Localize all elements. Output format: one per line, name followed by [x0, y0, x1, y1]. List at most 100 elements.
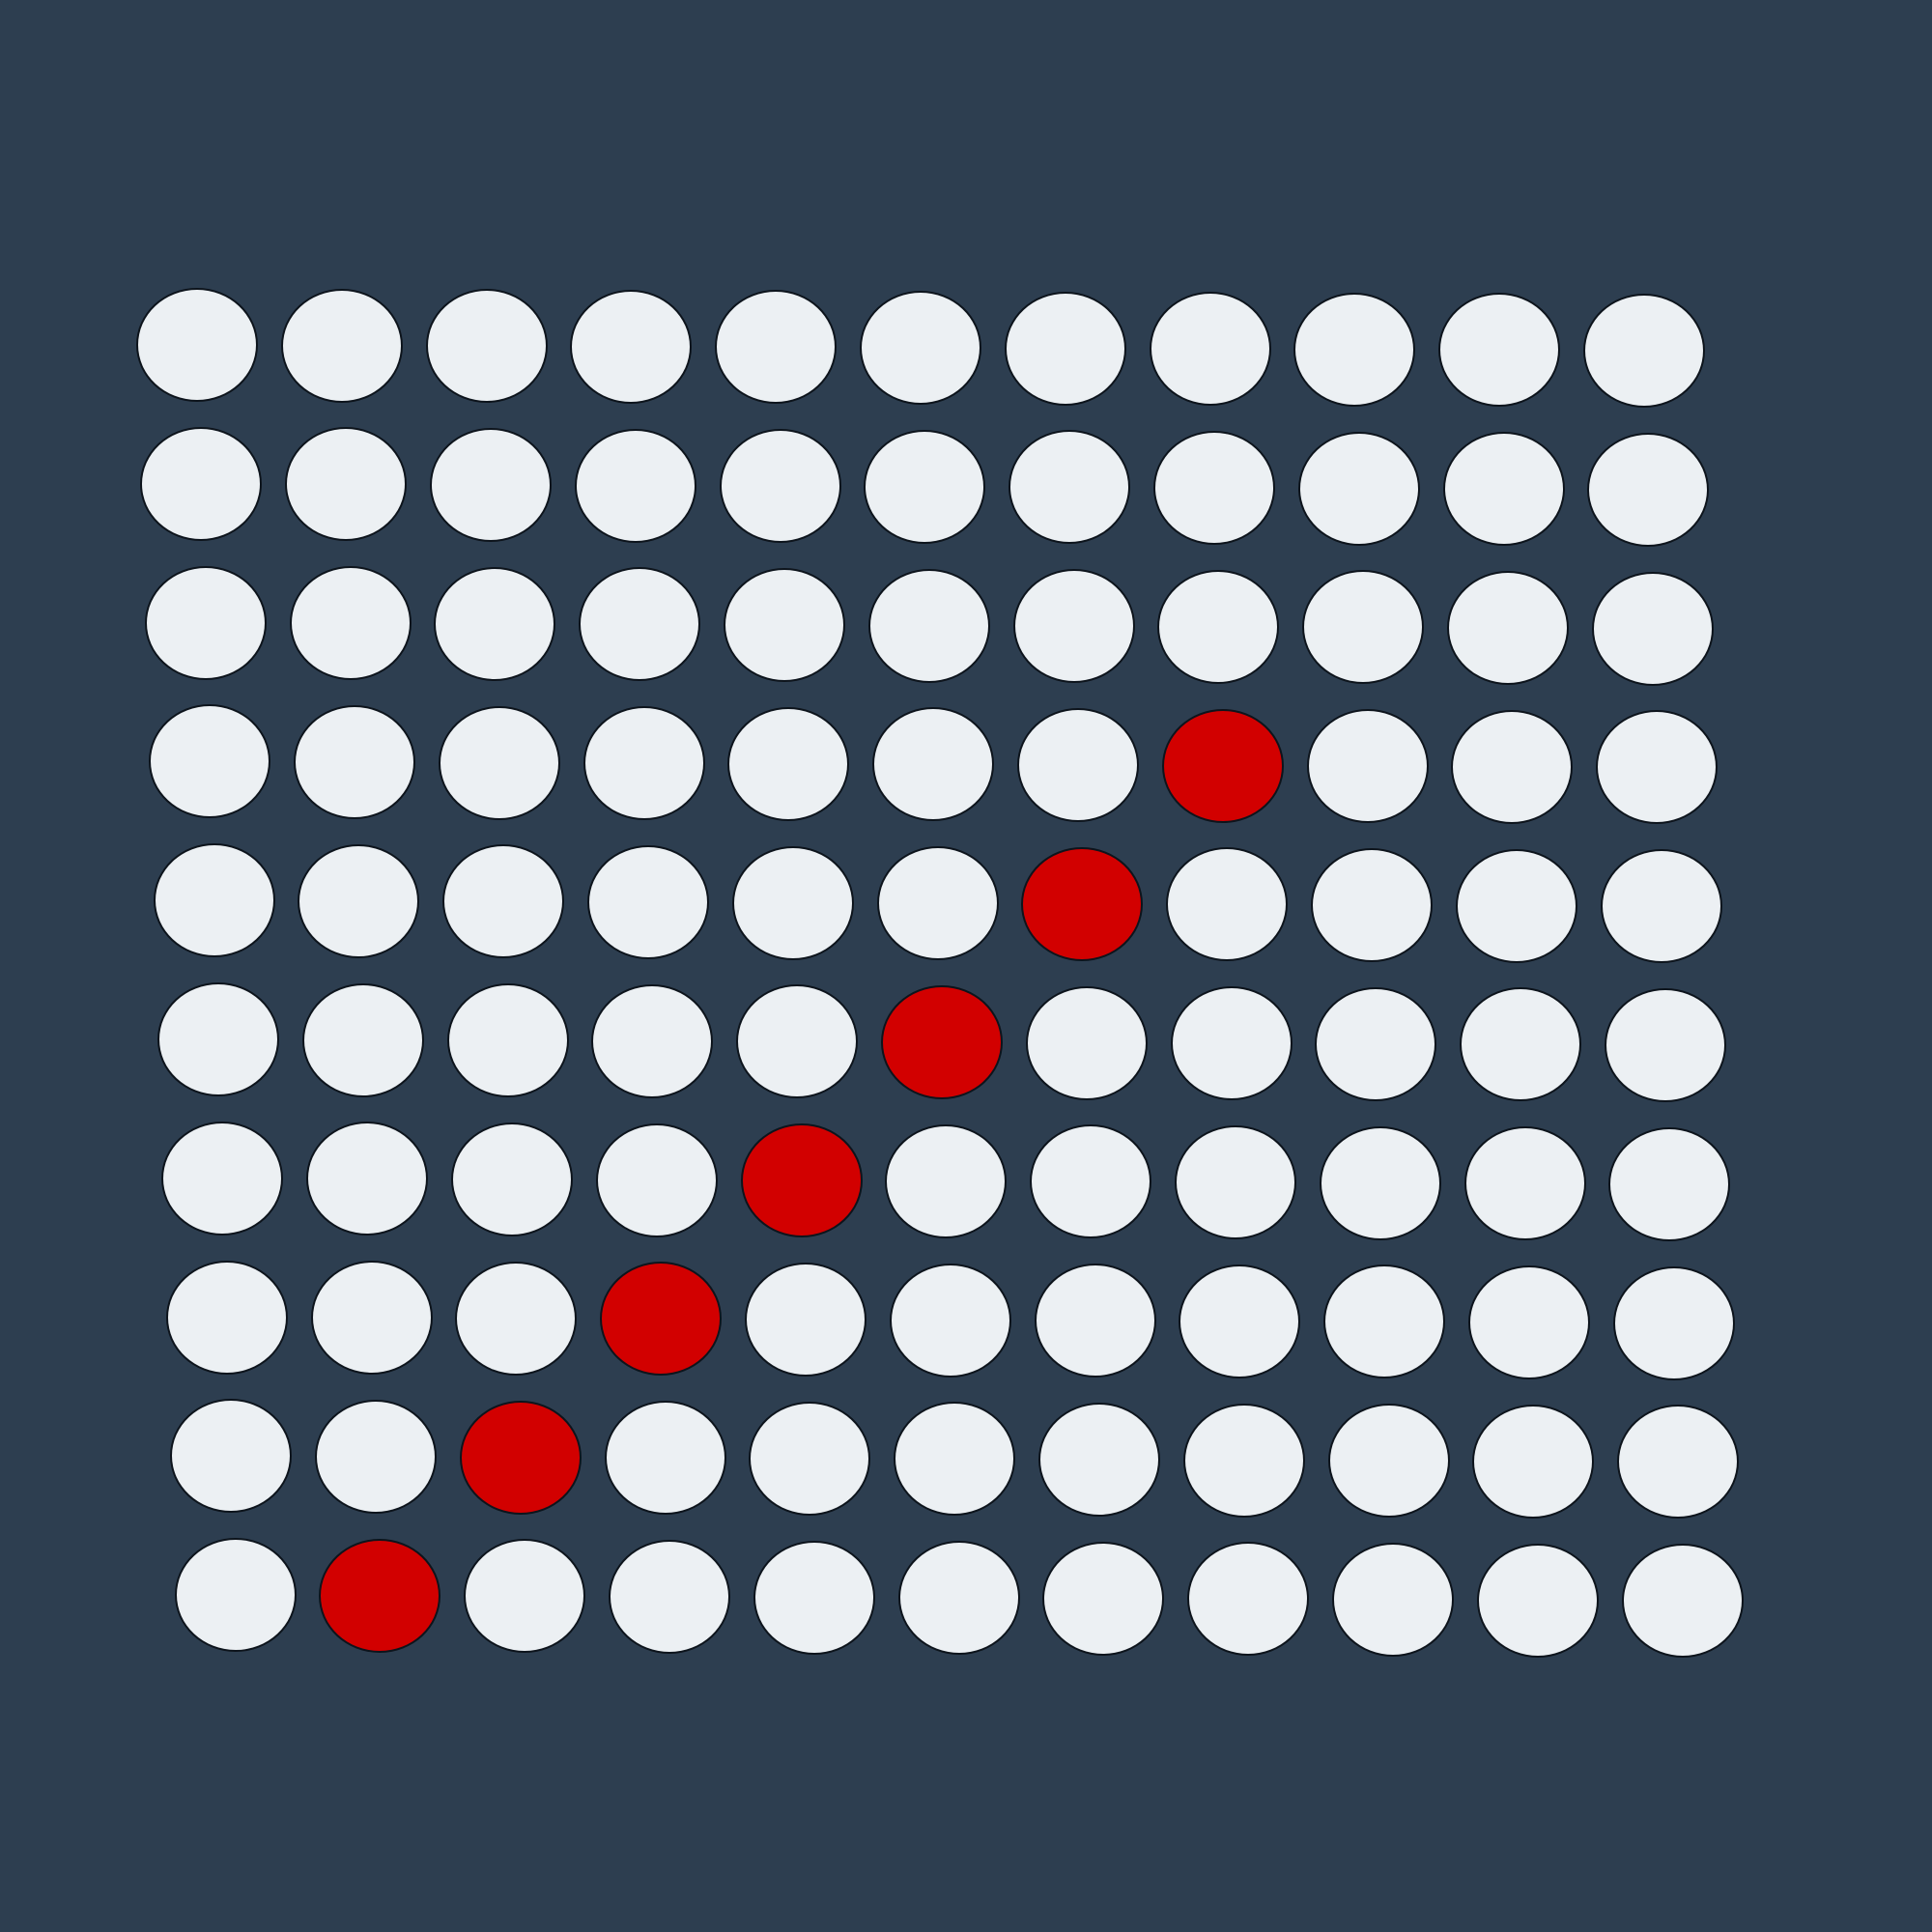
empty-cell[interactable]	[1009, 430, 1131, 545]
empty-cell[interactable]	[1170, 986, 1293, 1101]
empty-cell[interactable]	[1319, 1125, 1441, 1240]
empty-cell[interactable]	[1608, 1126, 1731, 1241]
empty-cell[interactable]	[595, 1122, 718, 1237]
empty-cell[interactable]	[1025, 985, 1148, 1100]
empty-cell[interactable]	[1182, 1403, 1305, 1518]
empty-cell[interactable]	[310, 1261, 433, 1376]
empty-cell[interactable]	[1179, 1264, 1301, 1378]
empty-cell[interactable]	[876, 846, 999, 961]
marked-cell[interactable]	[459, 1400, 582, 1515]
empty-cell[interactable]	[430, 428, 552, 542]
empty-cell[interactable]	[1157, 569, 1280, 684]
empty-cell[interactable]	[1438, 293, 1561, 408]
empty-cell[interactable]	[438, 705, 560, 820]
empty-cell[interactable]	[889, 1263, 1011, 1378]
empty-cell[interactable]	[897, 1541, 1020, 1656]
marked-cell[interactable]	[1161, 708, 1284, 823]
empty-cell[interactable]	[570, 289, 693, 404]
empty-cell[interactable]	[1315, 986, 1437, 1101]
empty-cell[interactable]	[1600, 849, 1722, 964]
empty-cell[interactable]	[153, 843, 275, 958]
empty-cell[interactable]	[1596, 710, 1719, 825]
empty-cell[interactable]	[1460, 987, 1582, 1102]
empty-cell[interactable]	[161, 1121, 284, 1236]
marked-cell[interactable]	[319, 1538, 441, 1653]
empty-cell[interactable]	[1472, 1404, 1595, 1519]
empty-cell[interactable]	[1306, 709, 1429, 824]
empty-cell[interactable]	[1455, 848, 1577, 963]
empty-cell[interactable]	[1166, 847, 1289, 962]
empty-cell[interactable]	[1034, 1264, 1156, 1378]
empty-cell[interactable]	[434, 566, 556, 681]
empty-cell[interactable]	[1293, 292, 1416, 407]
empty-cell[interactable]	[174, 1538, 297, 1653]
empty-cell[interactable]	[749, 1401, 871, 1516]
empty-cell[interactable]	[1187, 1542, 1310, 1657]
empty-cell[interactable]	[885, 1123, 1008, 1238]
empty-cell[interactable]	[587, 845, 709, 959]
empty-cell[interactable]	[136, 288, 258, 402]
empty-cell[interactable]	[1017, 708, 1139, 822]
marked-cell[interactable]	[1021, 846, 1144, 961]
empty-cell[interactable]	[298, 843, 420, 958]
empty-cell[interactable]	[753, 1540, 875, 1655]
empty-cell[interactable]	[157, 982, 279, 1096]
empty-cell[interactable]	[280, 288, 403, 403]
empty-cell[interactable]	[140, 426, 263, 541]
empty-cell[interactable]	[719, 429, 841, 544]
empty-cell[interactable]	[591, 983, 714, 1098]
empty-cell[interactable]	[579, 567, 701, 682]
empty-cell[interactable]	[289, 566, 412, 681]
empty-cell[interactable]	[285, 427, 408, 542]
empty-cell[interactable]	[1042, 1541, 1165, 1656]
empty-cell[interactable]	[1004, 291, 1126, 406]
empty-cell[interactable]	[864, 429, 986, 544]
empty-cell[interactable]	[1038, 1403, 1160, 1517]
empty-cell[interactable]	[1327, 1404, 1450, 1519]
empty-cell[interactable]	[294, 705, 415, 819]
empty-cell[interactable]	[860, 291, 981, 405]
empty-cell[interactable]	[1476, 1543, 1599, 1658]
empty-cell[interactable]	[1447, 571, 1569, 685]
empty-cell[interactable]	[455, 1261, 578, 1376]
empty-cell[interactable]	[1442, 432, 1565, 547]
empty-cell[interactable]	[1302, 570, 1425, 685]
empty-cell[interactable]	[894, 1402, 1016, 1517]
empty-cell[interactable]	[609, 1540, 730, 1654]
empty-cell[interactable]	[1468, 1265, 1590, 1379]
empty-cell[interactable]	[727, 706, 850, 821]
marked-cell[interactable]	[600, 1262, 723, 1377]
empty-cell[interactable]	[1587, 432, 1710, 547]
empty-cell[interactable]	[1617, 1405, 1740, 1520]
empty-cell[interactable]	[1583, 294, 1705, 408]
empty-cell[interactable]	[582, 706, 705, 821]
empty-cell[interactable]	[1149, 292, 1271, 407]
empty-cell[interactable]	[1621, 1544, 1744, 1659]
empty-cell[interactable]	[1012, 569, 1135, 684]
empty-cell[interactable]	[1030, 1124, 1152, 1239]
empty-cell[interactable]	[165, 1260, 288, 1375]
empty-cell[interactable]	[1323, 1264, 1446, 1379]
empty-cell[interactable]	[1297, 431, 1420, 546]
empty-cell[interactable]	[149, 704, 271, 819]
empty-cell[interactable]	[425, 289, 548, 404]
empty-cell[interactable]	[446, 983, 569, 1098]
empty-cell[interactable]	[442, 844, 565, 959]
empty-cell[interactable]	[301, 982, 424, 1097]
empty-cell[interactable]	[1612, 1265, 1735, 1380]
empty-cell[interactable]	[1591, 571, 1714, 686]
empty-cell[interactable]	[867, 568, 990, 683]
empty-cell[interactable]	[1451, 709, 1574, 824]
empty-cell[interactable]	[724, 568, 845, 682]
empty-cell[interactable]	[1175, 1125, 1296, 1239]
empty-cell[interactable]	[315, 1400, 437, 1514]
empty-cell[interactable]	[731, 845, 854, 960]
empty-cell[interactable]	[1463, 1126, 1586, 1241]
empty-cell[interactable]	[1332, 1543, 1454, 1657]
empty-cell[interactable]	[736, 984, 859, 1099]
empty-cell[interactable]	[574, 428, 696, 543]
empty-cell[interactable]	[1311, 848, 1433, 962]
empty-cell[interactable]	[872, 707, 995, 822]
empty-cell[interactable]	[451, 1122, 573, 1236]
empty-cell[interactable]	[170, 1399, 293, 1514]
